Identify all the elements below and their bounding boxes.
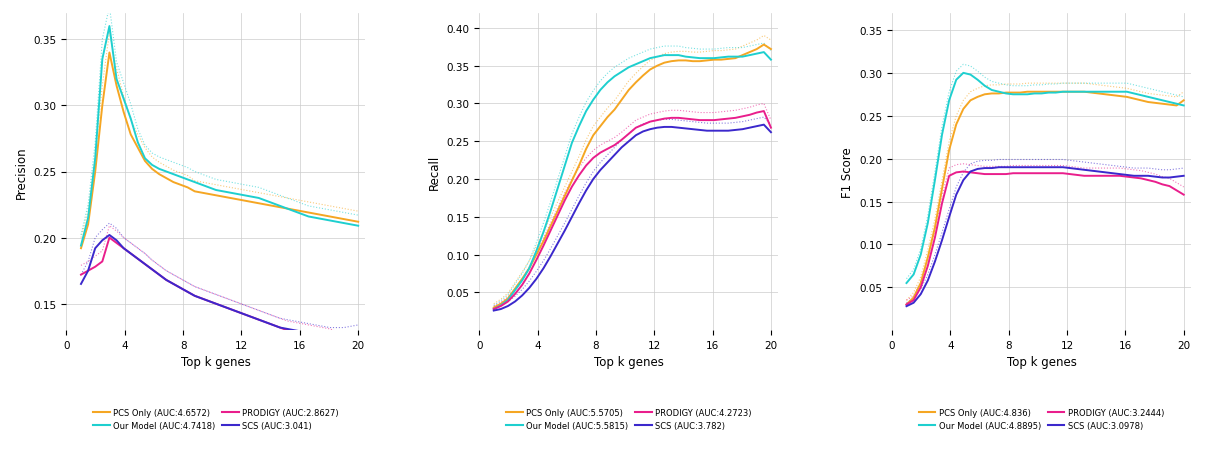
X-axis label: Top k genes: Top k genes [1007,356,1077,369]
X-axis label: Top k genes: Top k genes [593,356,663,369]
Legend: PCS Only (AUC:4.836), Our Model (AUC:4.8895), PRODIGY (AUC:3.2444), SCS (AUC:3.0: PCS Only (AUC:4.836), Our Model (AUC:4.8… [915,404,1167,433]
Y-axis label: Recall: Recall [428,155,440,190]
Legend: PCS Only (AUC:5.5705), Our Model (AUC:5.5815), PRODIGY (AUC:4.2723), SCS (AUC:3.: PCS Only (AUC:5.5705), Our Model (AUC:5.… [503,404,755,433]
Y-axis label: Precision: Precision [14,146,28,198]
Legend: PCS Only (AUC:4.6572), Our Model (AUC:4.7418), PRODIGY (AUC:2.8627), SCS (AUC:3.: PCS Only (AUC:4.6572), Our Model (AUC:4.… [89,404,343,433]
X-axis label: Top k genes: Top k genes [181,356,251,369]
Y-axis label: F1 Score: F1 Score [841,147,854,197]
